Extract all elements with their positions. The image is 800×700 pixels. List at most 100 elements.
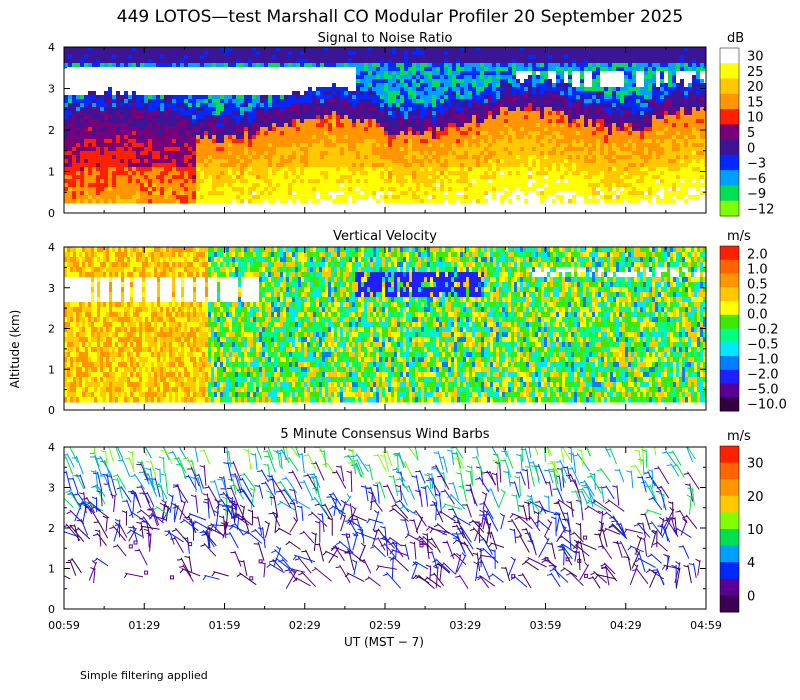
- colorbar-swatch: [720, 369, 739, 384]
- colorbar-tick-label: 2.0: [747, 248, 768, 263]
- colorbar-unit: dB: [727, 31, 744, 46]
- x-tick-label: 03:59: [530, 619, 562, 632]
- y-tick-label: 4: [48, 241, 55, 254]
- colorbar-swatch: [720, 48, 739, 64]
- colorbar-swatch: [720, 154, 739, 171]
- colorbar-swatch: [720, 383, 739, 398]
- colorbar: 30 20 10 4 0 m/s: [719, 429, 764, 613]
- panel-title: Vertical Velocity: [333, 229, 437, 244]
- colorbar-swatch: [720, 287, 739, 302]
- colorbar-swatch: [720, 529, 739, 547]
- colorbar-swatch: [720, 562, 739, 580]
- colorbar-tick-label: 0: [747, 141, 755, 156]
- colorbar-swatch: [720, 170, 739, 186]
- colorbar-tick-label: −0.2: [747, 323, 779, 338]
- y-tick-label: 2: [48, 323, 55, 336]
- colorbar-swatch: [720, 545, 739, 563]
- x-tick-label: 01:59: [209, 619, 241, 632]
- colorbar-tick-label: −1.0: [747, 353, 779, 368]
- colorbar-tick-label: 0.2: [747, 293, 768, 308]
- colorbar-tick-label: 0.5: [747, 278, 768, 293]
- figure-title: 449 LOTOS—test Marshall CO Modular Profi…: [117, 7, 683, 27]
- colorbar-swatch: [720, 397, 739, 412]
- plot-area: [64, 47, 706, 213]
- y-tick-label: 1: [48, 166, 55, 179]
- y-tick-label: 3: [48, 83, 55, 96]
- colorbar-swatch: [720, 328, 739, 343]
- colorbar-unit: m/s: [727, 429, 751, 444]
- x-axis-label: UT (MST − 7): [344, 635, 424, 649]
- panel-title: 5 Minute Consensus Wind Barbs: [280, 427, 489, 442]
- colorbar-swatch: [720, 185, 739, 202]
- colorbar-tick-label: 20: [747, 80, 764, 95]
- colorbar-swatch: [720, 301, 739, 316]
- colorbar-tick-label: −5.0: [747, 383, 779, 398]
- colorbar-tick-label: 0.0: [747, 308, 768, 323]
- colorbar-swatch: [720, 512, 739, 530]
- panel-title: Signal to Noise Ratio: [318, 31, 453, 46]
- colorbar-swatch: [720, 342, 739, 357]
- colorbar-swatch: [720, 479, 739, 497]
- colorbar-swatch: [720, 356, 739, 371]
- colorbar-tick-label: 4: [747, 556, 755, 571]
- x-tick-label: 01:29: [128, 619, 160, 632]
- colorbar-tick-label: 15: [747, 95, 764, 110]
- colorbar-tick-label: 10: [747, 111, 764, 126]
- y-tick-label: 0: [48, 603, 55, 616]
- y-tick-label: 1: [48, 563, 55, 576]
- colorbar-swatch: [720, 124, 739, 141]
- colorbar-tick-label: 10: [747, 523, 764, 538]
- colorbar-swatch: [720, 246, 739, 261]
- colorbar-swatch: [720, 595, 739, 613]
- x-tick-label: 03:29: [449, 619, 481, 632]
- colorbar-swatch: [720, 314, 739, 329]
- colorbar-swatch: [720, 446, 739, 464]
- colorbar-swatch: [720, 93, 739, 110]
- colorbar-tick-label: 30: [747, 50, 764, 65]
- colorbar-tick-label: −10.0: [747, 398, 787, 413]
- y-tick-label: 2: [48, 522, 55, 535]
- colorbar-tick-label: −3: [747, 157, 766, 172]
- colorbar-swatch: [720, 273, 739, 288]
- colorbar-swatch: [720, 495, 739, 513]
- y-tick-label: 2: [48, 124, 55, 137]
- y-tick-label: 1: [48, 363, 55, 376]
- y-tick-label: 3: [48, 482, 55, 495]
- colorbar-swatch: [720, 259, 739, 274]
- y-axis-label: Altitude (km): [8, 310, 22, 389]
- colorbar-tick-label: 20: [747, 490, 764, 505]
- plot-area: [64, 447, 706, 609]
- x-tick-label: 02:59: [369, 619, 401, 632]
- x-tick-label: 04:29: [610, 619, 642, 632]
- colorbar-tick-label: −9: [747, 187, 766, 202]
- x-tick-label: 00:59: [48, 619, 80, 632]
- y-tick-label: 4: [48, 41, 55, 54]
- y-tick-label: 4: [48, 441, 55, 454]
- x-axis: 00:59 01:29 01:59 02:29 02:59 03:29 03:59 04:29…: [48, 619, 722, 632]
- colorbar-tick-label: −12: [747, 202, 774, 217]
- footer-note: Simple filtering applied: [80, 669, 208, 682]
- y-tick-label: 3: [48, 282, 55, 295]
- panel-3: 5 Minute Consensus Wind Barbs 0 1 2 3 4 30 20 10…: [48, 427, 764, 616]
- colorbar-swatch: [720, 139, 739, 156]
- colorbar: 2.01.00.50.20.0−0.2−0.5−1.0−2.0−5.0−10.0…: [719, 229, 787, 413]
- x-tick-label: 02:29: [289, 619, 321, 632]
- panels: Signal to Noise Ratio01234302520151050−3…: [48, 31, 787, 616]
- y-tick-label: 0: [48, 207, 55, 220]
- colorbar-tick-label: −2.0: [747, 368, 779, 383]
- colorbar-swatch: [720, 78, 739, 95]
- colorbar-tick-label: 30: [747, 457, 764, 472]
- colorbar-swatch: [720, 200, 739, 217]
- colorbar-swatch: [720, 462, 739, 480]
- colorbar-unit: m/s: [727, 229, 751, 244]
- panel-1: Signal to Noise Ratio01234302520151050−3…: [48, 31, 774, 220]
- colorbar-swatch: [720, 578, 739, 596]
- x-tick-label: 04:59: [690, 619, 722, 632]
- colorbar-tick-label: 0: [747, 589, 755, 604]
- plot-area: [64, 247, 706, 410]
- colorbar-tick-label: −0.5: [747, 338, 779, 353]
- colorbar-tick-label: −6: [747, 172, 766, 187]
